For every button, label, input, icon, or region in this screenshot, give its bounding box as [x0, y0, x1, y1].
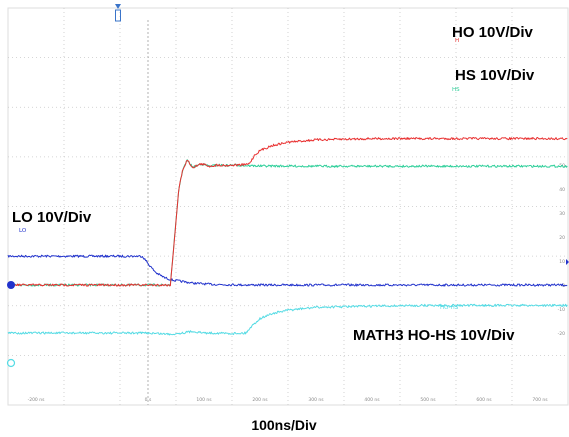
x-tick-labels: -200 ns 0 s 100 ns 200 ns 300 ns 400 ns 500 ns…: [28, 397, 549, 403]
right-tick-label: -20: [558, 331, 565, 337]
x-tick-label: 100 ns: [196, 397, 212, 403]
x-tick-label: 0 s: [145, 397, 152, 403]
x-axis-label: 100ns/Div: [251, 417, 317, 433]
ho-label: HO 10V/Div: [452, 24, 534, 41]
right-tick-label: -10: [558, 307, 565, 313]
x-tick-label: -200 ns: [28, 397, 45, 403]
lo-label: LO 10V/Div: [12, 209, 92, 226]
x-tick-label: 500 ns: [420, 397, 436, 403]
trigger-marker[interactable]: [115, 4, 121, 22]
math3-trace: [7, 303, 568, 336]
trace-markers: H HS LO HO-HS: [19, 38, 460, 311]
x-tick-label: 200 ns: [252, 397, 268, 403]
right-tick-label: 30: [559, 211, 565, 217]
lo-trace: [7, 254, 568, 287]
hs-marker: HS: [452, 87, 460, 93]
lo-ground-marker[interactable]: [7, 281, 15, 289]
lo-marker: LO: [19, 228, 27, 234]
right-edge-marker: [566, 259, 569, 265]
right-tick-label: 10: [559, 259, 565, 265]
x-tick-label: 700 ns: [532, 397, 548, 403]
math3-label: MATH3 HO-HS 10V/Div: [353, 327, 515, 344]
right-tick-label: 20: [559, 235, 565, 241]
x-tick-label: 300 ns: [308, 397, 324, 403]
math3-marker: HO-HS: [440, 305, 459, 311]
hs-label: HS 10V/Div: [455, 67, 535, 84]
traces: [7, 137, 568, 336]
math-ground-marker[interactable]: [6, 358, 16, 368]
grid: [8, 8, 568, 405]
x-tick-label: 400 ns: [364, 397, 380, 403]
ho-marker: H: [455, 38, 459, 44]
x-tick-label: 600 ns: [476, 397, 492, 403]
ho-trace: [7, 137, 568, 287]
right-tick-label: 40: [559, 187, 565, 193]
